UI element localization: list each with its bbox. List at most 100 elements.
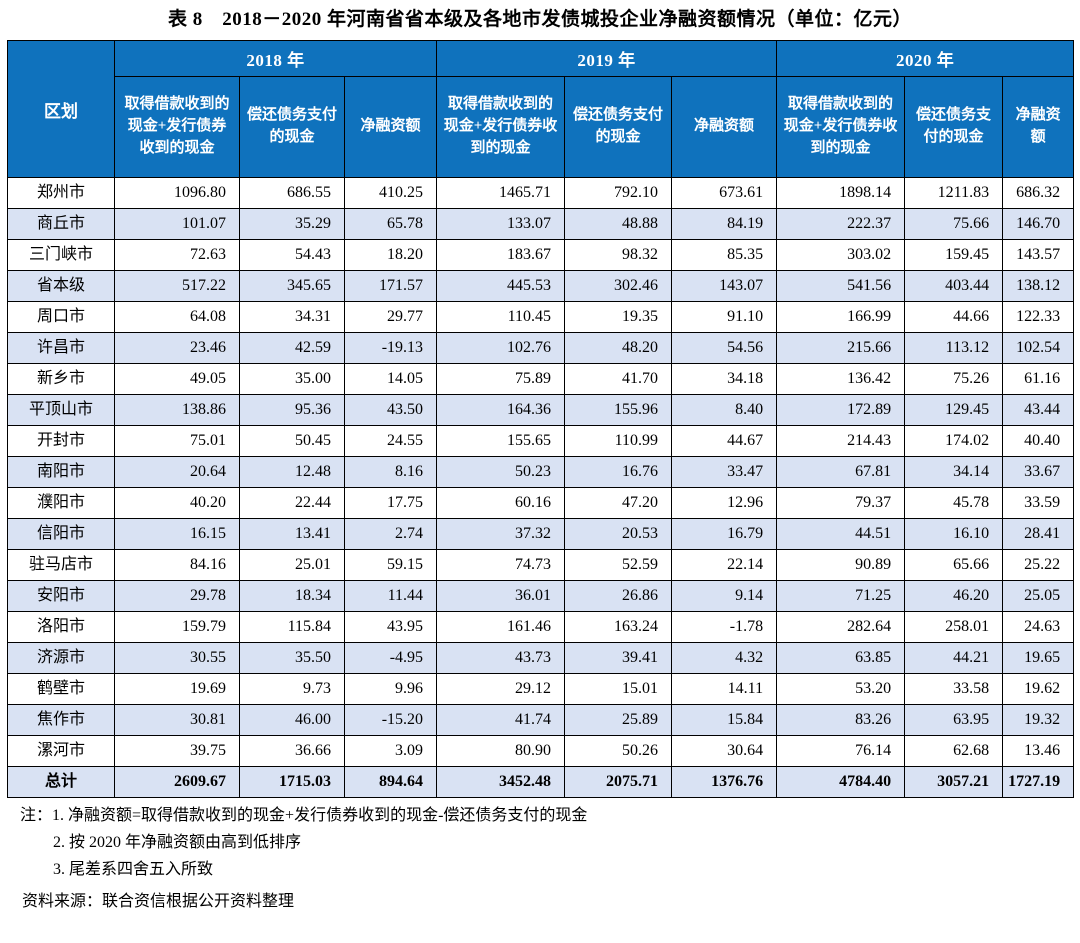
subheader-row: 取得借款收到的现金+发行债券收到的现金 偿还债务支付的现金 净融资额 取得借款收… <box>8 76 1075 178</box>
district-cell: 郑州市 <box>7 177 115 209</box>
value-cell: 19.65 <box>1002 642 1075 674</box>
value-cell: 65.66 <box>904 549 1004 581</box>
table-row: 省本级 517.22 345.65 171.57 445.53 302.46 143.07 5… <box>7 270 1075 302</box>
value-cell: 33.59 <box>1002 487 1075 519</box>
table-row: 鹤壁市 19.69 9.73 9.96 29.12 15.01 14.11 53.20 33.5… <box>7 673 1075 705</box>
district-cell: 总计 <box>7 766 115 798</box>
value-cell: 22.14 <box>671 549 778 581</box>
district-cell: 周口市 <box>7 301 115 333</box>
value-cell: 34.18 <box>671 363 778 395</box>
column-header-cash-received-2020: 取得借款收到的现金+发行债券收到的现金 <box>776 76 906 178</box>
value-cell: 159.45 <box>904 239 1004 271</box>
value-cell: 63.85 <box>776 642 906 674</box>
district-cell: 平顶山市 <box>7 394 115 426</box>
value-cell: 1898.14 <box>776 177 906 209</box>
value-cell: 403.44 <box>904 270 1004 302</box>
value-cell: 8.40 <box>671 394 778 426</box>
value-cell: 20.53 <box>564 518 673 550</box>
value-cell: 4.32 <box>671 642 778 674</box>
table-row: 济源市 30.55 35.50 -4.95 43.73 39.41 4.32 63.85 44.… <box>7 642 1075 674</box>
value-cell: 75.66 <box>904 208 1004 240</box>
value-cell: 894.64 <box>343 766 438 798</box>
value-cell: 39.41 <box>564 642 673 674</box>
value-cell: 34.31 <box>239 301 345 333</box>
value-cell: 302.46 <box>564 270 673 302</box>
value-cell: 83.26 <box>776 704 906 736</box>
column-header-net-financing-2020: 净融资额 <box>1002 76 1075 178</box>
value-cell: 98.32 <box>564 239 673 271</box>
value-cell: 25.05 <box>1002 580 1075 612</box>
source-line: 资料来源：联合资信根据公开资料整理 <box>22 893 295 910</box>
value-cell: 16.76 <box>564 456 673 488</box>
value-cell: 63.95 <box>904 704 1004 736</box>
value-cell: 40.20 <box>114 487 240 519</box>
value-cell: 25.89 <box>564 704 673 736</box>
value-cell: 85.35 <box>671 239 778 271</box>
district-cell: 济源市 <box>7 642 115 674</box>
district-cell: 开封市 <box>7 425 115 457</box>
value-cell: 3452.48 <box>436 766 566 798</box>
value-cell: 215.66 <box>776 332 906 364</box>
district-cell: 许昌市 <box>7 332 115 364</box>
column-header-cash-received-2019: 取得借款收到的现金+发行债券收到的现金 <box>436 76 566 178</box>
table-header: 区划 2018 年 2019 年 2020 年 取得借款收到的现金+发行债券收到… <box>7 40 1075 178</box>
table-row: 信阳市 16.15 13.41 2.74 37.32 20.53 16.79 44.51 16.… <box>7 518 1075 550</box>
value-cell: 12.96 <box>671 487 778 519</box>
notes-section: 注： 1. 净融资额=取得借款收到的现金+发行债券收到的现金-偿还债务支付的现金… <box>20 802 1080 883</box>
value-cell: 445.53 <box>436 270 566 302</box>
column-header-district: 区划 <box>7 40 115 178</box>
note-line-2: 2. 按 2020 年净融资额由高到低排序 <box>20 829 1080 856</box>
value-cell: 673.61 <box>671 177 778 209</box>
value-cell: 214.43 <box>776 425 906 457</box>
value-cell: 686.55 <box>239 177 345 209</box>
value-cell: 39.75 <box>114 735 240 767</box>
value-cell: 12.48 <box>239 456 345 488</box>
table-row: 周口市 64.08 34.31 29.77 110.45 19.35 91.10 166.99… <box>7 301 1075 333</box>
value-cell: 166.99 <box>776 301 906 333</box>
value-cell: -15.20 <box>343 704 438 736</box>
table-title: 表 8 2018－2020 年河南省省本级及各地市发债城投企业净融资额情况（单位… <box>167 9 912 30</box>
value-cell: 517.22 <box>114 270 240 302</box>
value-cell: 50.26 <box>564 735 673 767</box>
table-row: 驻马店市 84.16 25.01 59.15 74.73 52.59 22.14 90.89 6… <box>7 549 1075 581</box>
value-cell: 50.23 <box>436 456 566 488</box>
value-cell: 15.01 <box>564 673 673 705</box>
value-cell: 54.43 <box>239 239 345 271</box>
table-row: 郑州市 1096.80 686.55 410.25 1465.71 792.10 673.6… <box>7 177 1075 209</box>
value-cell: 19.62 <box>1002 673 1075 705</box>
value-cell: 35.29 <box>239 208 345 240</box>
value-cell: 29.12 <box>436 673 566 705</box>
value-cell: 91.10 <box>671 301 778 333</box>
value-cell: 161.46 <box>436 611 566 643</box>
value-cell: 110.99 <box>564 425 673 457</box>
table-row: 安阳市 29.78 18.34 11.44 36.01 26.86 9.14 71.25 46.… <box>7 580 1075 612</box>
district-cell: 三门峡市 <box>7 239 115 271</box>
value-cell: 42.59 <box>239 332 345 364</box>
value-cell: 71.25 <box>776 580 906 612</box>
value-cell: 41.74 <box>436 704 566 736</box>
value-cell: 138.12 <box>1002 270 1075 302</box>
table-row: 开封市 75.01 50.45 24.55 155.65 110.99 44.67 214.4… <box>7 425 1075 457</box>
column-header-cash-received-2018: 取得借款收到的现金+发行债券收到的现金 <box>114 76 240 178</box>
value-cell: 25.22 <box>1002 549 1075 581</box>
value-cell: 49.05 <box>114 363 240 395</box>
value-cell: 163.24 <box>564 611 673 643</box>
value-cell: 1715.03 <box>239 766 345 798</box>
value-cell: 62.68 <box>904 735 1004 767</box>
value-cell: 34.14 <box>904 456 1004 488</box>
value-cell: 75.89 <box>436 363 566 395</box>
table-row: 许昌市 23.46 42.59 -19.13 102.76 48.20 54.56 215.6… <box>7 332 1075 364</box>
value-cell: 64.08 <box>114 301 240 333</box>
value-cell: 24.55 <box>343 425 438 457</box>
column-header-debt-repaid-2018: 偿还债务支付的现金 <box>239 76 345 178</box>
value-cell: 84.16 <box>114 549 240 581</box>
district-cell: 安阳市 <box>7 580 115 612</box>
value-cell: 102.76 <box>436 332 566 364</box>
year-group-2019: 2019 年 <box>436 40 778 77</box>
value-cell: 8.16 <box>343 456 438 488</box>
value-cell: 2075.71 <box>564 766 673 798</box>
value-cell: 80.90 <box>436 735 566 767</box>
value-cell: 122.33 <box>1002 301 1075 333</box>
note-line-3: 3. 尾差系四舍五入所致 <box>20 856 1080 883</box>
